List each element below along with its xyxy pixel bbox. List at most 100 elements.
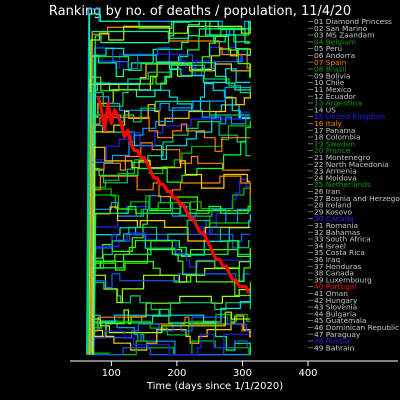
background-series-line [89,26,251,355]
background-series-line [91,146,251,355]
rank-label: 41 Oman [314,289,348,298]
rank-label: 43 Slovenia [314,303,357,312]
background-series-line [91,47,251,355]
highlight-series-group [96,95,251,295]
axes-group: 100 200 300 400 [70,360,398,379]
rank-label: 13 Argentina [314,99,362,108]
rank-label: 33 South Africa [314,235,371,244]
background-series-line [91,219,251,355]
rank-label: 48 Russia [314,337,350,346]
rank-label: 19 Sweden [314,139,355,148]
rank-label: 46 Dominican Republic [314,323,399,332]
x-tick-label: 200 [167,368,186,379]
rank-label: 10 Chile [314,78,345,87]
background-series-line [87,196,251,355]
rank-label: 21 Montenegro [314,153,371,162]
background-series-line [87,288,251,355]
rank-label: 02 San Marino [314,24,368,33]
rank-label: 17 Panama [314,126,355,135]
rank-label: 05 Peru [314,44,343,53]
rank-label: 36 Iraq [314,255,341,264]
background-series-line [88,311,251,355]
rank-label: 20 France [314,146,351,155]
background-series-line [91,260,251,355]
background-series-line [86,187,251,355]
background-series-line [92,308,251,355]
background-series-line [87,86,251,355]
background-series-line [89,313,251,355]
rank-label: 26 Iran [314,187,341,196]
rank-label: 28 Ireland [314,201,352,210]
background-series-line [92,20,251,355]
rank-label: 16 Italy [314,119,342,128]
rank-label: 09 Bolivia [314,71,350,80]
background-series-line [87,240,251,355]
background-series-line [87,64,251,355]
rank-label: 40 Portugal [314,282,356,291]
background-series-line [87,120,251,355]
rank-label: 14 US [314,105,336,114]
background-series-line [93,28,251,355]
rank-label: 47 Paraguay [314,330,361,339]
background-series-line [91,289,251,355]
rank-label: 23 Armenia [314,167,357,176]
rank-label: 39 Luxembourg [314,275,372,284]
background-series-line [91,47,251,355]
background-series-line [90,142,251,355]
background-series-line [91,104,251,355]
rank-label: 45 Guatemala [314,316,366,325]
rank-label: 01 Diamond Princess [314,17,392,26]
background-series-line [92,240,251,355]
rank-label: 32 Bahamas [314,228,360,237]
x-axis-label: Time (days since 1/1/2020) [146,381,283,392]
background-series-line [91,111,251,355]
rank-label: 18 Colombia [314,133,360,142]
chart-title: Ranking by no. of deaths / population, 1… [49,4,351,19]
background-series-line [88,48,251,355]
rank-label: 12 Ecuador [314,92,357,101]
background-series-line [88,25,251,355]
rank-label: 42 Hungary [314,296,358,305]
background-series-line [92,273,251,355]
background-series-line [90,316,251,355]
rank-label: 34 Israel [314,241,346,250]
background-series-line [92,330,251,356]
rank-label: 31 Romania [314,221,358,230]
rank-label: 03 MS Zaandam [314,31,374,40]
background-series-line [89,20,251,355]
background-series-line [92,249,251,355]
x-tick-label: 100 [102,368,121,379]
rank-label: 30 Canada [314,214,354,223]
background-series-line [90,91,251,355]
rank-label: 35 Costa Rica [314,248,365,257]
background-series-line [87,120,251,355]
rank-label: 22 North Macedonia [314,160,389,169]
background-series-line [89,188,251,355]
rank-label: 38 Canada [314,269,354,278]
rank-label: 24 Moldova [314,173,357,182]
rank-label: 07 Spain [314,58,347,67]
rank-label: 25 Netherlands [314,180,371,189]
rank-label: 49 Bahrain [314,343,355,352]
background-series-group [86,8,251,356]
rank-label: 04 Belgium [314,37,356,46]
x-tick-label: 300 [233,368,252,379]
rank-label: 06 Andorra [314,51,355,60]
rank-label: 29 Kosovo [314,207,352,216]
rank-label: 27 Bosnia and Herzegovina [314,194,400,203]
rank-label: 44 Bulgaria [314,309,356,318]
background-series-line [88,315,251,355]
rank-label: 15 United Kingdom [314,112,385,121]
background-series-line [87,35,251,355]
background-series-line [93,205,251,355]
background-series-line [88,320,251,356]
rank-label: 08 Brazil [314,65,346,74]
x-tick-label: 400 [298,368,317,379]
rank-label: 37 Honduras [314,262,361,271]
rank-label: 11 Mexico [314,85,352,94]
highlight-series-line [96,95,251,295]
background-series-line [86,125,251,355]
